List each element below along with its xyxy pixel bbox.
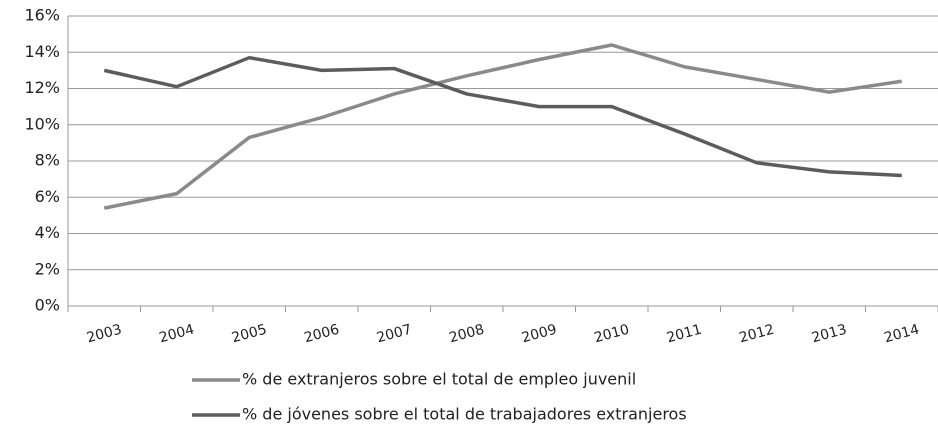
x-tick-label: 2010 bbox=[592, 322, 631, 347]
x-tick-label: 2006 bbox=[302, 322, 341, 347]
x-tick-label: 2014 bbox=[882, 322, 921, 347]
y-tick-label: 8% bbox=[35, 151, 60, 170]
y-tick-label: 14% bbox=[24, 42, 60, 61]
y-tick-label: 2% bbox=[35, 259, 60, 278]
x-tick-label: 2009 bbox=[520, 322, 559, 347]
legend-label: % de extranjeros sobre el total de emple… bbox=[242, 370, 636, 389]
y-tick-label: 16% bbox=[24, 6, 60, 25]
x-tick-label: 2008 bbox=[447, 322, 486, 347]
series-line bbox=[103, 43, 903, 210]
y-tick-label: 4% bbox=[35, 223, 60, 242]
y-tick-label: 0% bbox=[35, 296, 60, 315]
x-tick-label: 2005 bbox=[230, 322, 269, 347]
y-tick-label: 10% bbox=[24, 114, 60, 133]
x-tick-label: 2011 bbox=[665, 322, 704, 347]
series-line bbox=[103, 55, 902, 178]
y-tick-label: 6% bbox=[35, 187, 60, 206]
x-tick-label: 2013 bbox=[810, 322, 849, 347]
legend-label: % de jóvenes sobre el total de trabajado… bbox=[242, 405, 687, 424]
x-tick-label: 2004 bbox=[157, 322, 196, 347]
x-tick-label: 2007 bbox=[375, 322, 414, 347]
x-tick-label: 2012 bbox=[737, 322, 776, 347]
y-tick-label: 12% bbox=[24, 78, 60, 97]
x-tick-label: 2003 bbox=[85, 322, 124, 347]
